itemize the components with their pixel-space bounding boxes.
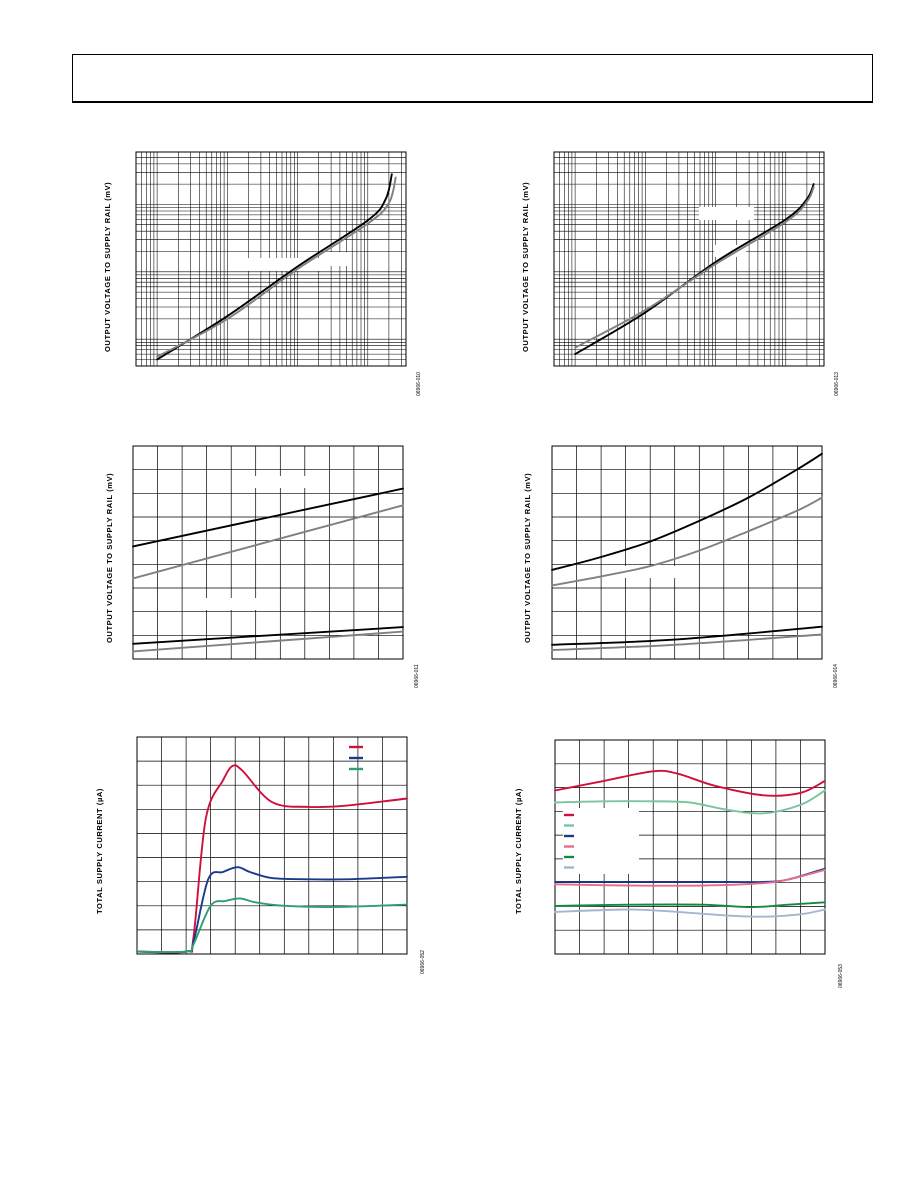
chart-3-series-2 xyxy=(132,504,404,580)
chart-5-grid xyxy=(137,737,407,954)
chart-5-series-2 xyxy=(136,866,408,954)
chart-6-frame xyxy=(554,739,826,955)
chart-1-series-2 xyxy=(156,176,397,358)
chart-6-series-5 xyxy=(554,901,826,909)
chart-3-series-3 xyxy=(132,626,404,645)
chart-5-series-1 xyxy=(136,764,408,954)
label-patch xyxy=(326,252,351,266)
chart-3-frame xyxy=(132,445,404,660)
chart-6-ylabel: TOTAL SUPPLY CURRENT (µA) xyxy=(514,788,523,914)
chart-3-figure-code: 06966-011 xyxy=(414,664,420,688)
chart-4-svg xyxy=(551,445,823,660)
chart-4-series-4 xyxy=(551,633,823,651)
chart-4-series-3 xyxy=(551,625,823,646)
chart-2-frame xyxy=(553,151,825,367)
chart-2-series-1 xyxy=(574,183,815,356)
chart-6-figure-code: 06966-053 xyxy=(838,964,844,988)
chart-2-ylabel: OUTPUT VOLTAGE TO SUPPLY RAIL (mV) xyxy=(521,181,530,352)
chart-2-grid xyxy=(553,151,824,367)
chart-5-series-3 xyxy=(136,897,408,954)
chart-5-frame xyxy=(136,736,408,955)
chart-4-series-2 xyxy=(551,496,823,587)
chart-6-series-6 xyxy=(554,908,826,918)
chart-3-series-1 xyxy=(132,487,404,548)
chart-1-svg xyxy=(135,151,407,367)
chart-panel-4 xyxy=(551,445,823,660)
chart-3-ylabel: OUTPUT VOLTAGE TO SUPPLY RAIL (mV) xyxy=(105,472,114,643)
chart-5-ylabel: TOTAL SUPPLY CURRENT (µA) xyxy=(95,788,104,914)
chart-2-series-2 xyxy=(574,186,815,349)
chart-5-svg xyxy=(136,736,408,955)
chart-1-frame xyxy=(135,151,407,367)
chart-panel-1 xyxy=(135,151,407,367)
chart-6-svg xyxy=(554,739,826,955)
legend-box xyxy=(563,808,639,874)
chart-1-figure-code: 06966-010 xyxy=(416,372,422,396)
chart-2-figure-code: 06966-013 xyxy=(834,372,840,396)
label-patch xyxy=(253,476,311,488)
chart-4-figure-code: 06966-014 xyxy=(833,664,839,688)
chart-1-ylabel: OUTPUT VOLTAGE TO SUPPLY RAIL (mV) xyxy=(103,181,112,352)
chart-1-series-1 xyxy=(156,173,393,361)
chart-5-figure-code: 06966-052 xyxy=(420,950,426,974)
chart-4-ylabel: OUTPUT VOLTAGE TO SUPPLY RAIL (mV) xyxy=(523,472,532,643)
label-patch xyxy=(699,207,754,220)
label-patch xyxy=(614,566,684,578)
chart-panel-5 xyxy=(136,736,408,955)
chart-6-series-2 xyxy=(554,789,826,815)
chart-4-series-1 xyxy=(551,452,823,571)
chart-6-series-4 xyxy=(554,868,826,887)
chart-panel-2 xyxy=(553,151,825,367)
chart-3-svg xyxy=(132,445,404,660)
header-box xyxy=(72,54,873,103)
chart-3-series-4 xyxy=(132,630,404,653)
chart-1-grid xyxy=(135,151,406,367)
label-patch xyxy=(185,598,257,610)
chart-panel-6 xyxy=(554,739,826,955)
chart-2-svg xyxy=(553,151,825,367)
chart-4-grid xyxy=(552,446,822,659)
chart-4-frame xyxy=(551,445,823,660)
chart-panel-3 xyxy=(132,445,404,660)
chart-6-series-1 xyxy=(554,769,826,797)
